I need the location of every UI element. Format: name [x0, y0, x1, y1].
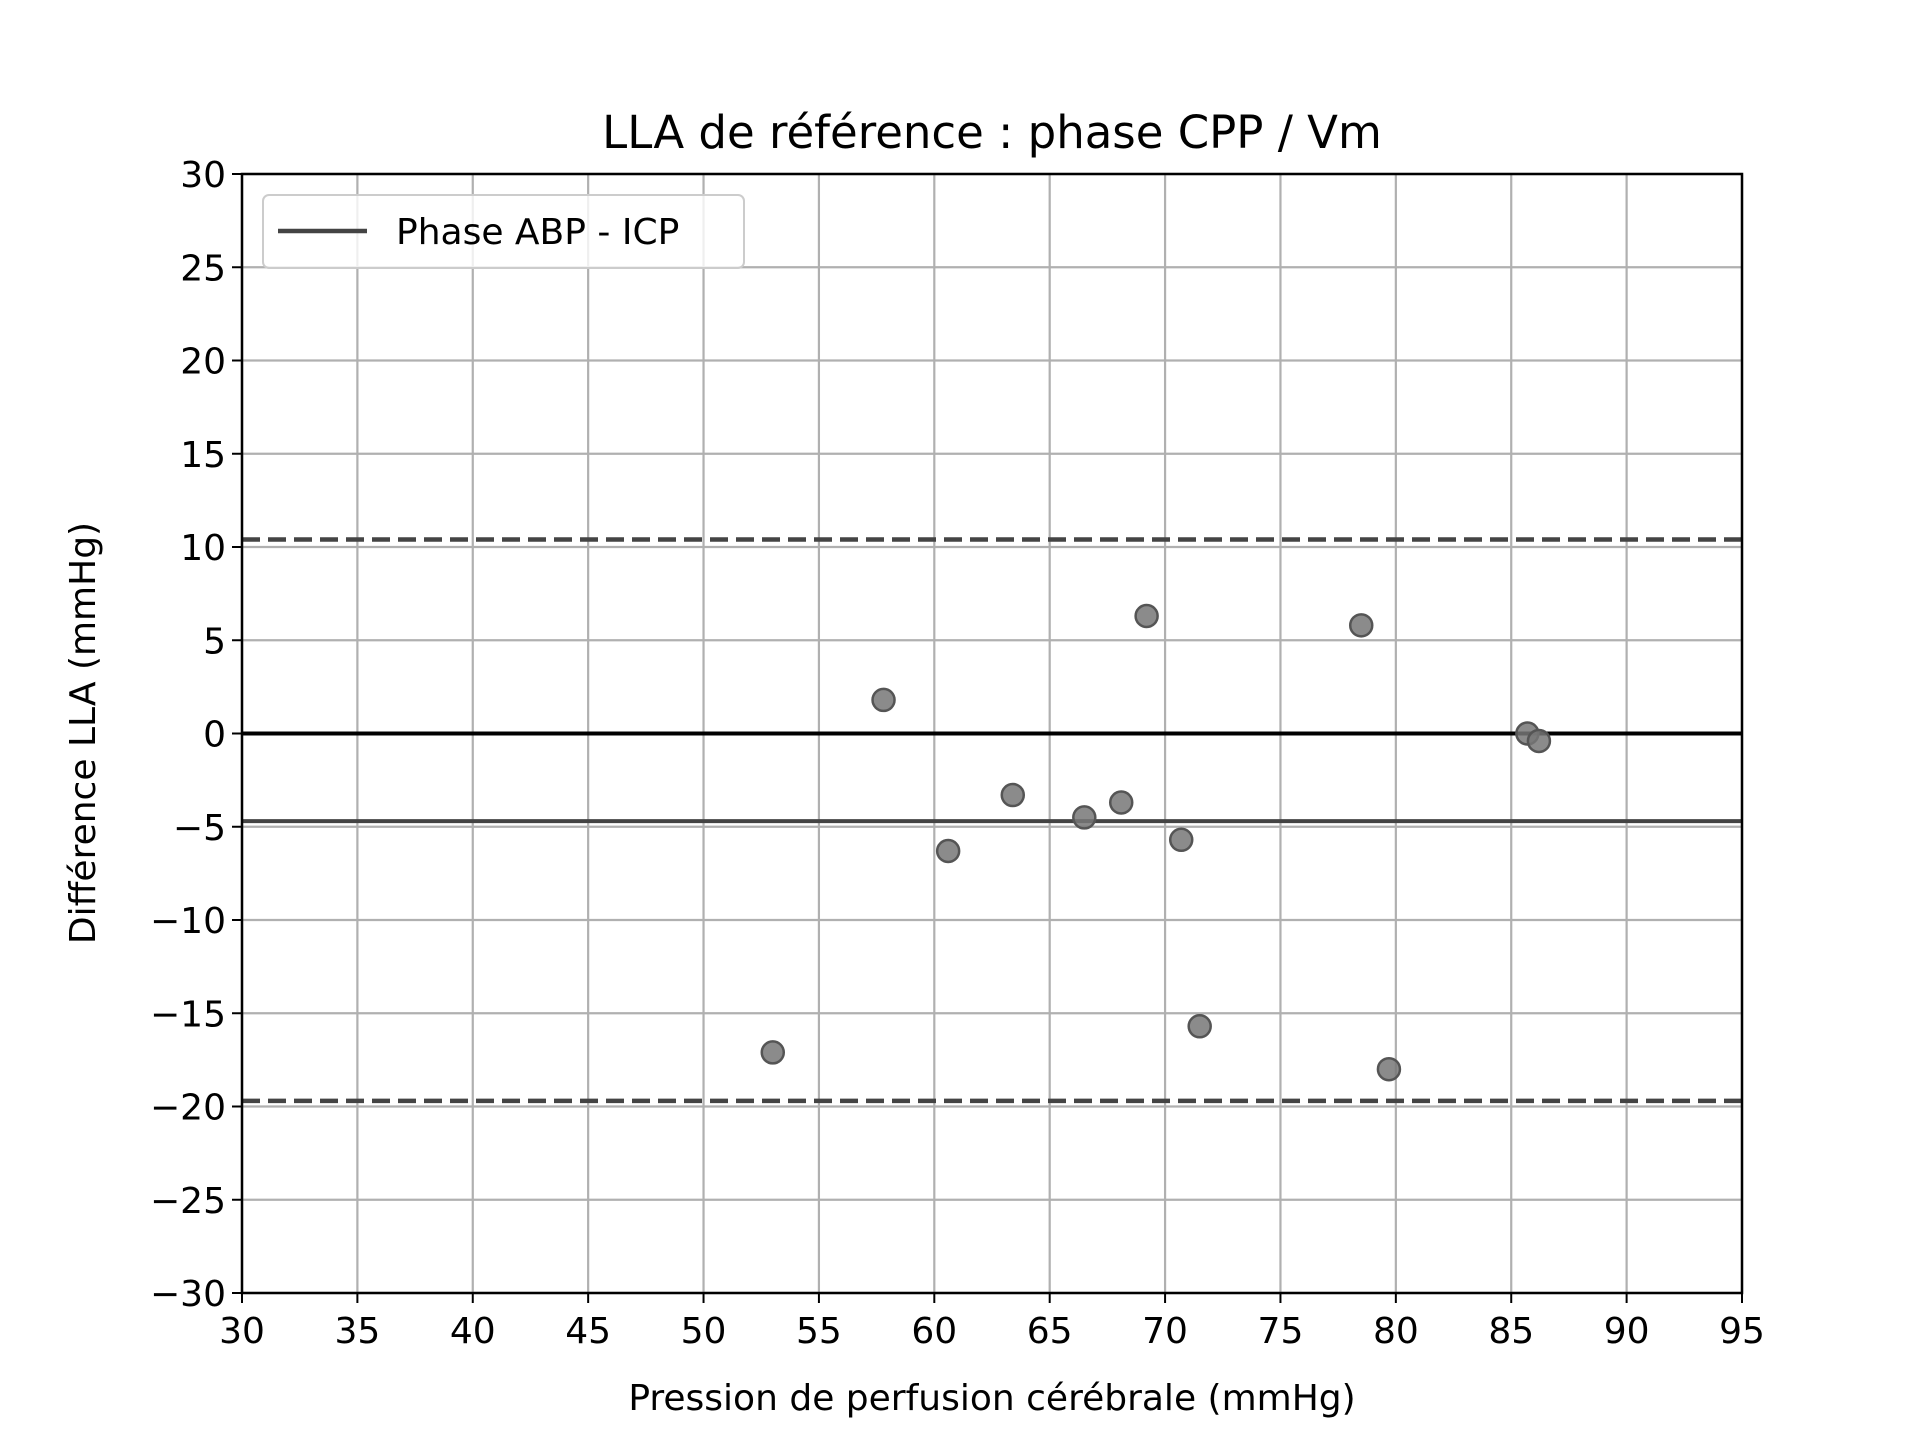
scatter-point: [1000, 782, 1026, 808]
y-tick-label: −30: [150, 1274, 226, 1315]
y-tick-label: 30: [180, 155, 226, 196]
legend-label: Phase ABP - ICP: [396, 212, 679, 253]
x-axis-label: Pression de perfusion cérébrale (mmHg): [628, 1378, 1355, 1419]
scatter-point: [1348, 613, 1374, 638]
x-tick-label: 40: [450, 1311, 496, 1352]
scatter-point: [1526, 728, 1552, 754]
x-tick-label: 80: [1373, 1311, 1419, 1352]
y-tick-label: −15: [150, 994, 226, 1035]
axis-ticks: 30 35 40 45 50 55 60 65 70 75 80 85 90 95−30−25−20−15…: [150, 155, 1765, 1352]
y-tick-label: −20: [150, 1088, 226, 1129]
y-tick-label: 0: [203, 715, 226, 756]
x-tick-label: 70: [1142, 1311, 1188, 1352]
legend-box: [262, 194, 745, 269]
y-tick-label: −25: [150, 1181, 226, 1222]
y-tick-label: −5: [173, 808, 226, 849]
y-tick-label: 10: [180, 528, 226, 569]
scatter-points: [760, 603, 1552, 1082]
y-tick-label: −10: [150, 901, 226, 942]
y-tick-label: 25: [180, 248, 226, 289]
x-tick-label: 75: [1258, 1311, 1304, 1352]
scatter-point: [1072, 805, 1097, 830]
x-tick-label: 65: [1027, 1311, 1073, 1352]
x-tick-label: 85: [1488, 1311, 1534, 1352]
x-tick-label: 60: [911, 1311, 957, 1352]
chart-title: LLA de référence : phase CPP / Vm: [602, 106, 1382, 159]
scatter-point: [871, 687, 896, 713]
scatter-point: [1187, 1014, 1212, 1039]
x-tick-label: 35: [334, 1311, 380, 1352]
x-tick-label: 90: [1604, 1311, 1650, 1352]
scatter-point: [1376, 1056, 1402, 1082]
scatter-point: [1134, 603, 1159, 629]
x-tick-label: 55: [796, 1311, 842, 1352]
scatter-point: [1168, 827, 1194, 853]
scatter-point: [935, 838, 961, 864]
scatter-point: [1108, 790, 1134, 815]
x-tick-label: 95: [1719, 1311, 1765, 1352]
y-tick-label: 15: [180, 435, 226, 476]
y-tick-label: 5: [203, 621, 226, 662]
legend: Phase ABP - ICP: [262, 194, 745, 269]
x-tick-label: 30: [219, 1311, 265, 1352]
x-tick-label: 45: [565, 1311, 611, 1352]
y-axis-label: Différence LLA (mmHg): [63, 522, 104, 944]
reference-lines: [242, 537, 1742, 1104]
scatter-point: [760, 1040, 786, 1065]
x-tick-label: 50: [681, 1311, 727, 1352]
y-tick-label: 20: [180, 342, 226, 383]
